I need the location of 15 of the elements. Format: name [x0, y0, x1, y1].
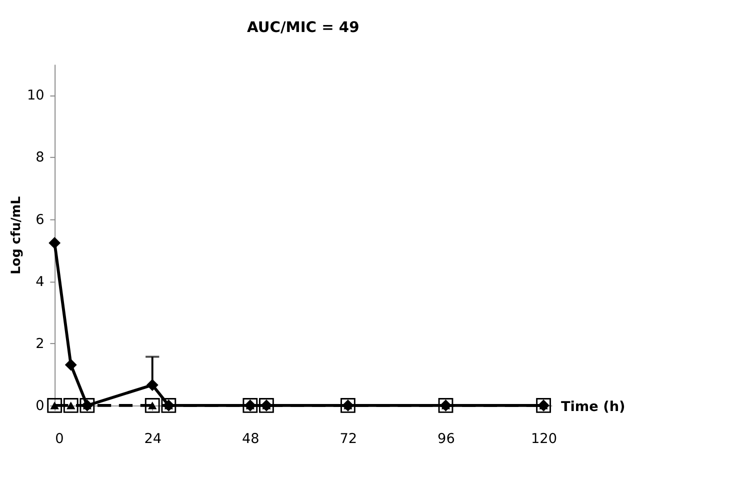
- y-tick-label: 6: [36, 212, 44, 228]
- x-tick-label: 120: [531, 430, 558, 447]
- y-tick-label: 10: [27, 88, 44, 104]
- y-tick-label: 0: [36, 398, 44, 414]
- chart-title: AUC/MIC = 49: [247, 19, 360, 36]
- x-axis-title: Time (h): [560, 398, 626, 415]
- y-tick-label: 4: [36, 274, 44, 290]
- x-tick-label: 72: [340, 430, 358, 447]
- x-tick-label: 0: [55, 430, 64, 447]
- y-tick-label: 8: [36, 150, 44, 166]
- y-axis-title: Log cfu/mL: [8, 196, 24, 274]
- x-tick-label: 96: [438, 430, 455, 447]
- x-tick-label: 48: [242, 430, 260, 447]
- y-tick-label: 2: [36, 336, 44, 352]
- x-tick-label: 24: [144, 430, 162, 447]
